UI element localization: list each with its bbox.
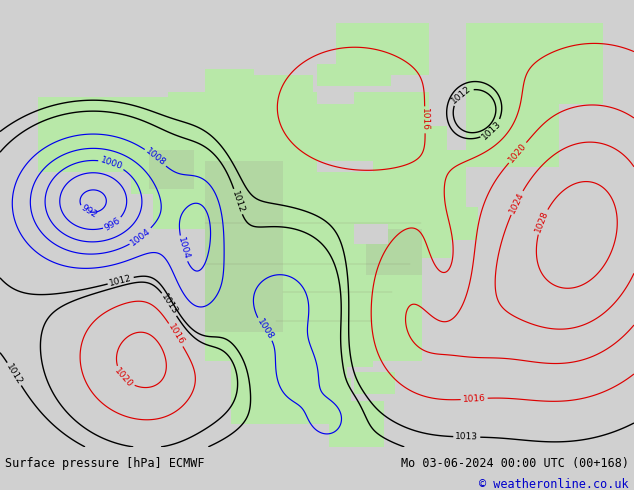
Text: 1028: 1028 <box>534 209 550 234</box>
Text: 1013: 1013 <box>159 293 179 317</box>
Text: 1016: 1016 <box>420 108 429 131</box>
Text: 1013: 1013 <box>481 119 503 141</box>
Text: 1004: 1004 <box>176 236 191 261</box>
Text: 1008: 1008 <box>255 317 275 342</box>
Text: 996: 996 <box>103 216 122 232</box>
Text: 1013: 1013 <box>455 432 479 441</box>
Text: 1008: 1008 <box>144 147 167 168</box>
Text: 1016: 1016 <box>166 323 186 347</box>
Text: 1020: 1020 <box>507 141 529 164</box>
Text: 1020: 1020 <box>113 366 135 389</box>
Text: 1012: 1012 <box>4 362 24 386</box>
Text: 1004: 1004 <box>129 226 153 247</box>
Text: 1000: 1000 <box>99 155 124 172</box>
Text: Mo 03-06-2024 00:00 UTC (00+168): Mo 03-06-2024 00:00 UTC (00+168) <box>401 457 629 470</box>
Text: 1012: 1012 <box>108 273 133 288</box>
Text: 1024: 1024 <box>508 191 526 215</box>
Text: 1016: 1016 <box>462 394 486 404</box>
Text: 1012: 1012 <box>450 84 473 105</box>
Text: Surface pressure [hPa] ECMWF: Surface pressure [hPa] ECMWF <box>5 457 205 470</box>
Text: © weatheronline.co.uk: © weatheronline.co.uk <box>479 478 629 490</box>
Text: 1012: 1012 <box>230 189 246 214</box>
Text: 992: 992 <box>79 203 98 220</box>
